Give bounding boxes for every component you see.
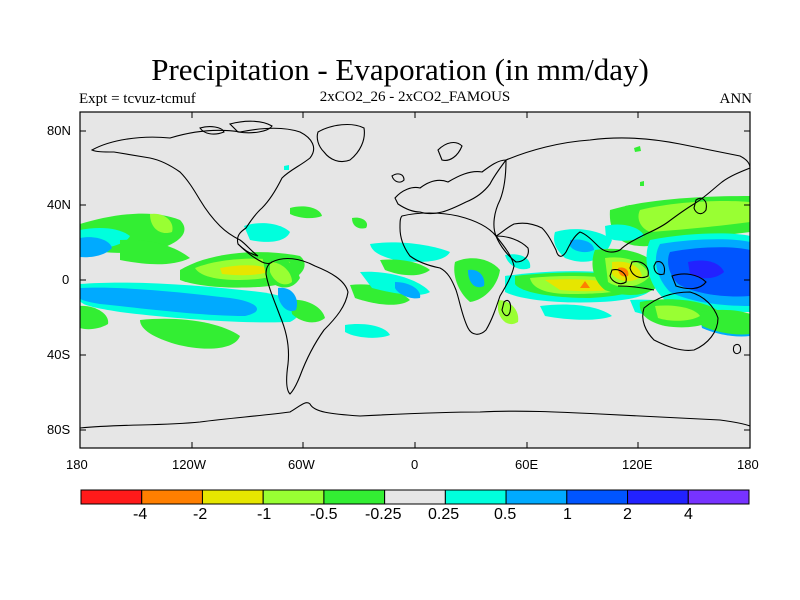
anomaly-region <box>700 309 750 335</box>
coastline <box>653 261 666 276</box>
colorbar-swatch <box>444 489 507 505</box>
coastline <box>199 126 225 135</box>
lat-tick-label: 40N <box>47 197 71 212</box>
anomaly-region <box>640 181 644 186</box>
anomaly-region <box>468 269 485 288</box>
coastline <box>693 197 707 215</box>
anomaly-region <box>244 223 290 242</box>
axis-ticks <box>79 112 751 448</box>
lat-tick-label: 80N <box>47 123 71 138</box>
lon-tick-label: 60E <box>515 457 539 472</box>
anomaly-region <box>638 200 750 232</box>
colorbar-label: 2 <box>623 506 632 523</box>
map-plot-area <box>80 112 750 448</box>
lon-tick-label: 0 <box>411 457 419 472</box>
colorbar-label: -2 <box>193 506 208 523</box>
anomaly-region <box>395 282 421 299</box>
colorbar <box>80 489 750 505</box>
anomaly-region <box>270 262 292 285</box>
coastline <box>501 299 512 317</box>
anomaly-region <box>352 217 368 229</box>
anomaly-region <box>220 265 272 276</box>
colorbar-swatch <box>262 489 325 505</box>
coastline <box>399 212 515 335</box>
coastline <box>391 173 405 183</box>
coastline <box>80 402 750 429</box>
anomaly-region <box>345 324 390 338</box>
colorbar-label: -0.5 <box>310 506 338 523</box>
lat-tick-label: 40S <box>47 347 71 362</box>
anomaly-region <box>80 287 257 316</box>
anomaly-region <box>80 305 109 330</box>
anomaly-region <box>605 224 644 241</box>
colorbar-label: 4 <box>684 506 693 523</box>
lon-tick-label: 120W <box>172 457 206 472</box>
anomaly-region <box>120 239 190 265</box>
colorbar-label: 0.25 <box>428 506 460 523</box>
lat-tick-label: 0 <box>62 272 70 287</box>
anomaly-region <box>570 239 594 253</box>
colorbar-label: -1 <box>257 506 272 523</box>
coastline <box>671 273 707 290</box>
anomaly-region <box>634 146 641 152</box>
season-label: ANN <box>719 91 753 107</box>
colorbar-label: 0.5 <box>494 506 517 523</box>
anomaly-region <box>580 281 590 288</box>
coastline <box>642 291 719 351</box>
anomaly-region <box>290 206 322 219</box>
colorbar-swatch <box>505 489 568 505</box>
coastline <box>629 261 649 279</box>
colorbar-swatch <box>80 489 143 505</box>
comparison-label: 2xCO2_26 - 2xCO2_FAMOUS <box>319 89 511 105</box>
coastline <box>316 123 365 163</box>
anomaly-region <box>284 165 289 170</box>
lon-tick-label: 120E <box>622 457 653 472</box>
anomaly-region <box>80 237 112 258</box>
colorbar-label: 1 <box>563 506 572 523</box>
anomaly-region <box>278 287 298 312</box>
coastline <box>732 343 742 355</box>
coastline <box>609 269 627 285</box>
coastline <box>617 285 655 291</box>
anomaly-region <box>290 299 325 323</box>
colorbar-swatch <box>566 489 629 505</box>
lon-tick-label: 180 <box>66 457 88 472</box>
coastline <box>437 141 463 161</box>
anomaly-region <box>140 318 240 349</box>
chart-title: Precipitation - Evaporation (in mm/day) <box>151 52 649 87</box>
coastlines <box>80 120 750 429</box>
colorbar-label: -4 <box>133 506 148 523</box>
anomaly-region <box>688 260 724 279</box>
coastline <box>495 235 529 263</box>
colorbar-swatch <box>687 489 750 505</box>
anomaly-region <box>150 213 173 234</box>
anomaly-region <box>350 284 410 305</box>
coastline <box>90 127 315 257</box>
coastline <box>493 137 750 257</box>
coastline <box>265 257 349 395</box>
lat-tick-label: 80S <box>47 422 71 437</box>
experiment-label: Expt = tcvuz-tcmuf <box>79 91 196 107</box>
colorbar-swatch <box>141 489 203 505</box>
colorbar-swatch <box>201 489 264 505</box>
colorbar-swatch <box>323 489 386 505</box>
anomaly-region <box>370 242 450 262</box>
colorbar-swatch <box>627 489 689 505</box>
anomaly-region <box>380 259 430 276</box>
anomaly-region <box>655 305 700 321</box>
lon-tick-label: 60W <box>288 457 315 472</box>
colorbar-label: -0.25 <box>365 506 402 523</box>
anomaly-region <box>625 205 630 210</box>
anomaly-region <box>540 304 612 320</box>
lon-tick-label: 180 <box>737 457 759 472</box>
colorbar-swatch <box>384 489 446 505</box>
coastline <box>228 120 273 134</box>
